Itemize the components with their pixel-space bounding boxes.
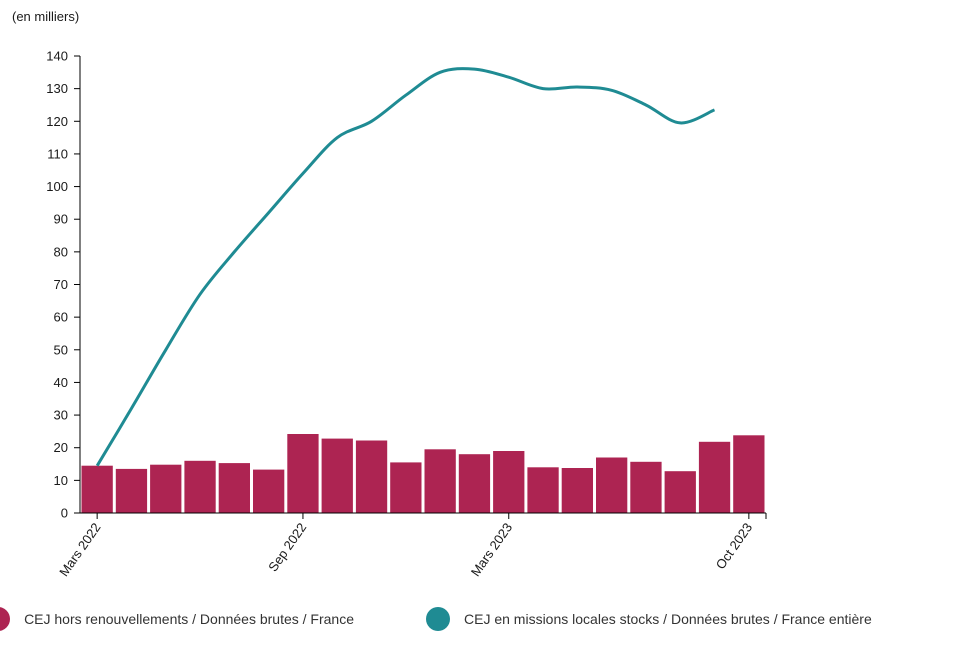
legend-label-bars: CEJ hors renouvellements / Données brute… [24, 611, 354, 627]
bar-2022-06 [184, 460, 216, 513]
x-tick-label: Sep 2022 [265, 520, 309, 574]
bar-2023-01 [424, 449, 456, 513]
bar-2023-09 [698, 441, 731, 513]
y-tick-label: 140 [46, 49, 68, 64]
x-tick-label: Mars 2022 [56, 520, 104, 579]
y-tick-label: 10 [54, 473, 68, 488]
y-tick-label: 130 [46, 81, 68, 96]
bar-2023-04 [527, 467, 559, 513]
bar-2023-08 [664, 471, 696, 513]
bar-2022-09 [287, 434, 319, 513]
x-tick-label: Oct 2023 [713, 520, 756, 572]
bar-2022-08 [253, 469, 285, 513]
legend: CEJ hors renouvellements / Données brute… [0, 607, 964, 637]
chart: 0 10 20 30 40 50 60 70 80 90 100 110 120 130 140 Mars … [46, 49, 767, 579]
bar-2023-02 [458, 454, 491, 513]
bar-2022-07 [218, 463, 250, 513]
legend-item-bars[interactable]: CEJ hors renouvellements / Données brute… [0, 607, 354, 631]
y-tick-label: 0 [61, 506, 68, 521]
unit-label: (en milliers) [12, 9, 80, 24]
line-cej-stocks [95, 67, 716, 467]
y-tick-label: 20 [54, 440, 68, 455]
x-axis: Mars 2022 Sep 2022 Mars 2023 Oct 2023 [56, 512, 767, 579]
bar-2023-05 [561, 468, 593, 513]
y-tick-label: 30 [54, 408, 68, 423]
bar-2023-10 [733, 435, 765, 513]
x-tick-label: Mars 2023 [468, 520, 516, 579]
line-series [95, 67, 716, 467]
bar-2022-03 [81, 465, 113, 513]
y-tick-label: 120 [46, 114, 68, 129]
legend-label-line: CEJ en missions locales stocks / Données… [464, 611, 872, 627]
y-tick-label: 110 [47, 146, 68, 161]
bar-2022-11 [355, 440, 388, 513]
bar-2022-10 [321, 438, 353, 513]
y-tick-label: 90 [54, 212, 68, 227]
bar-2023-03 [493, 451, 525, 513]
bar-2022-04 [115, 468, 148, 513]
y-tick-label: 70 [54, 277, 68, 292]
y-tick-label: 40 [54, 375, 68, 390]
bar-series [81, 434, 765, 513]
bar-2023-07 [630, 461, 662, 513]
bar-2023-06 [596, 457, 628, 513]
y-tick-label: 60 [54, 310, 68, 325]
legend-swatch-line [426, 607, 450, 631]
bar-2022-12 [390, 462, 422, 513]
legend-swatch-bars [0, 607, 11, 631]
legend-item-line[interactable]: CEJ en missions locales stocks / Données… [426, 607, 872, 631]
y-axis: 0 10 20 30 40 50 60 70 80 90 100 110 120 130 140 [46, 49, 81, 521]
y-tick-label: 100 [46, 179, 68, 194]
y-tick-label: 50 [54, 342, 68, 357]
bar-2022-05 [150, 464, 182, 513]
y-tick-label: 80 [54, 244, 68, 259]
